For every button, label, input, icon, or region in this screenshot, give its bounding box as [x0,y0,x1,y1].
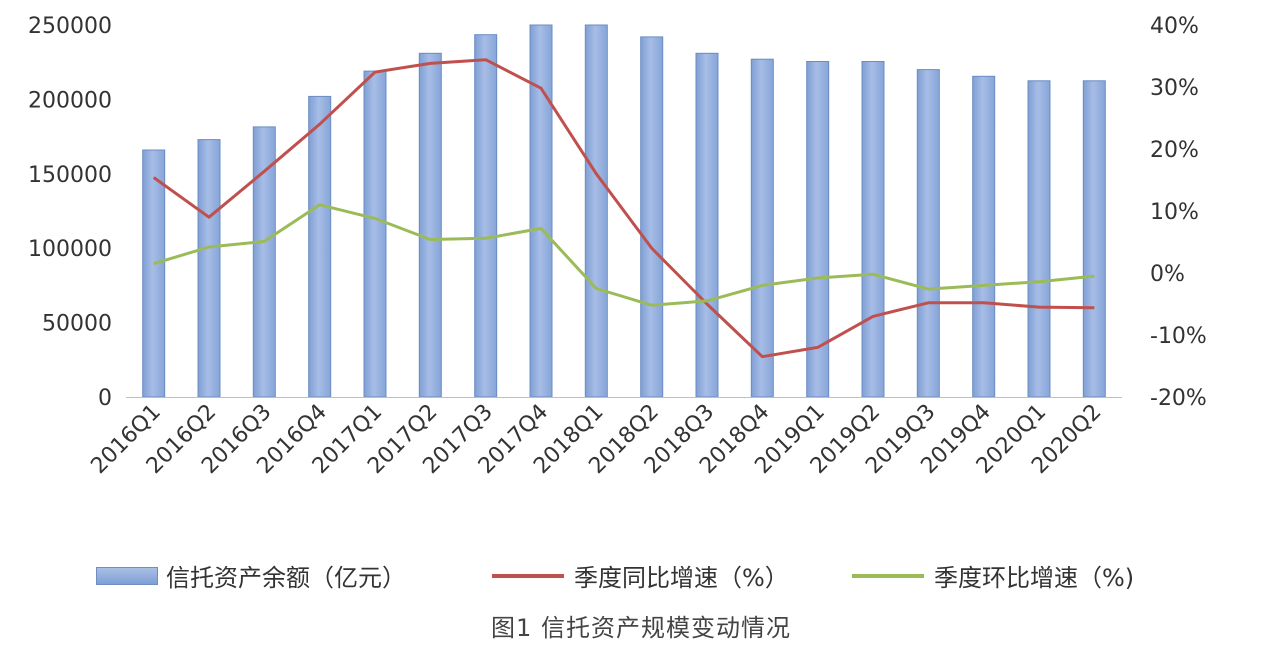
bar-2017Q2 [418,52,442,398]
chart-caption: 图1 信托资产规模变动情况 [491,614,791,642]
bar-2016Q1 [142,149,166,398]
legend-label-balance: 信托资产余额（亿元） [166,564,406,592]
legend-item-balance: 信托资产余额（亿元） [96,558,406,593]
bar-2018Q2 [640,36,664,398]
bar-series [142,24,1106,398]
y-left-tick-label: 250000 [28,14,112,39]
bar-2019Q3 [916,69,940,398]
bar-2020Q2 [1082,80,1106,398]
legend-item-qoq: 季度环比增速（%) [852,558,1134,593]
line-series [152,58,1095,359]
bar-2019Q2 [861,61,885,398]
bar-2016Q2 [197,139,221,398]
bar-2019Q4 [972,75,996,398]
legend-swatch-bar [96,566,158,585]
bar-2017Q3 [474,34,498,398]
y-right-tick-label: -10% [1150,324,1207,349]
bar-2018Q4 [750,58,774,398]
legend-item-yoy: 季度同比增速（%） [492,558,789,593]
y-left-tick-label: 200000 [28,88,112,113]
bar-2017Q1 [363,70,387,398]
y-left-tick-label: 0 [98,386,112,411]
bar-2017Q4 [529,24,553,398]
y-right-tick-label: 0% [1150,262,1185,287]
y-right-tick-label: 40% [1150,14,1199,39]
y-right-tick-label: 20% [1150,138,1199,163]
y-left-tick-label: 150000 [28,163,112,188]
legend: 信托资产余额（亿元） 季度同比增速（%） 季度环比增速（%) [0,558,1282,594]
y-right-tick-label: 10% [1150,200,1199,225]
bar-2018Q3 [695,52,719,398]
line-qoq-growth [153,203,1095,307]
bar-2020Q1 [1027,80,1051,398]
bar-2018Q1 [584,24,608,398]
legend-swatch-qoq [852,573,924,578]
y-right-tick-label: 30% [1150,76,1199,101]
legend-swatch-yoy [492,573,564,578]
bar-2016Q3 [252,126,276,398]
chart: 0 50000 100000 150000 200000 250000 -20% -10% 0%… [28,14,1207,479]
line-yoy-growth [152,58,1095,359]
y-left-tick-label: 100000 [28,237,112,262]
y-right-tick-label: -20% [1150,386,1207,411]
legend-label-yoy: 季度同比增速（%） [574,564,789,592]
bar-2016Q4 [308,95,332,398]
y-left-tick-label: 50000 [42,312,112,337]
legend-label-qoq: 季度环比增速（%) [934,564,1135,592]
